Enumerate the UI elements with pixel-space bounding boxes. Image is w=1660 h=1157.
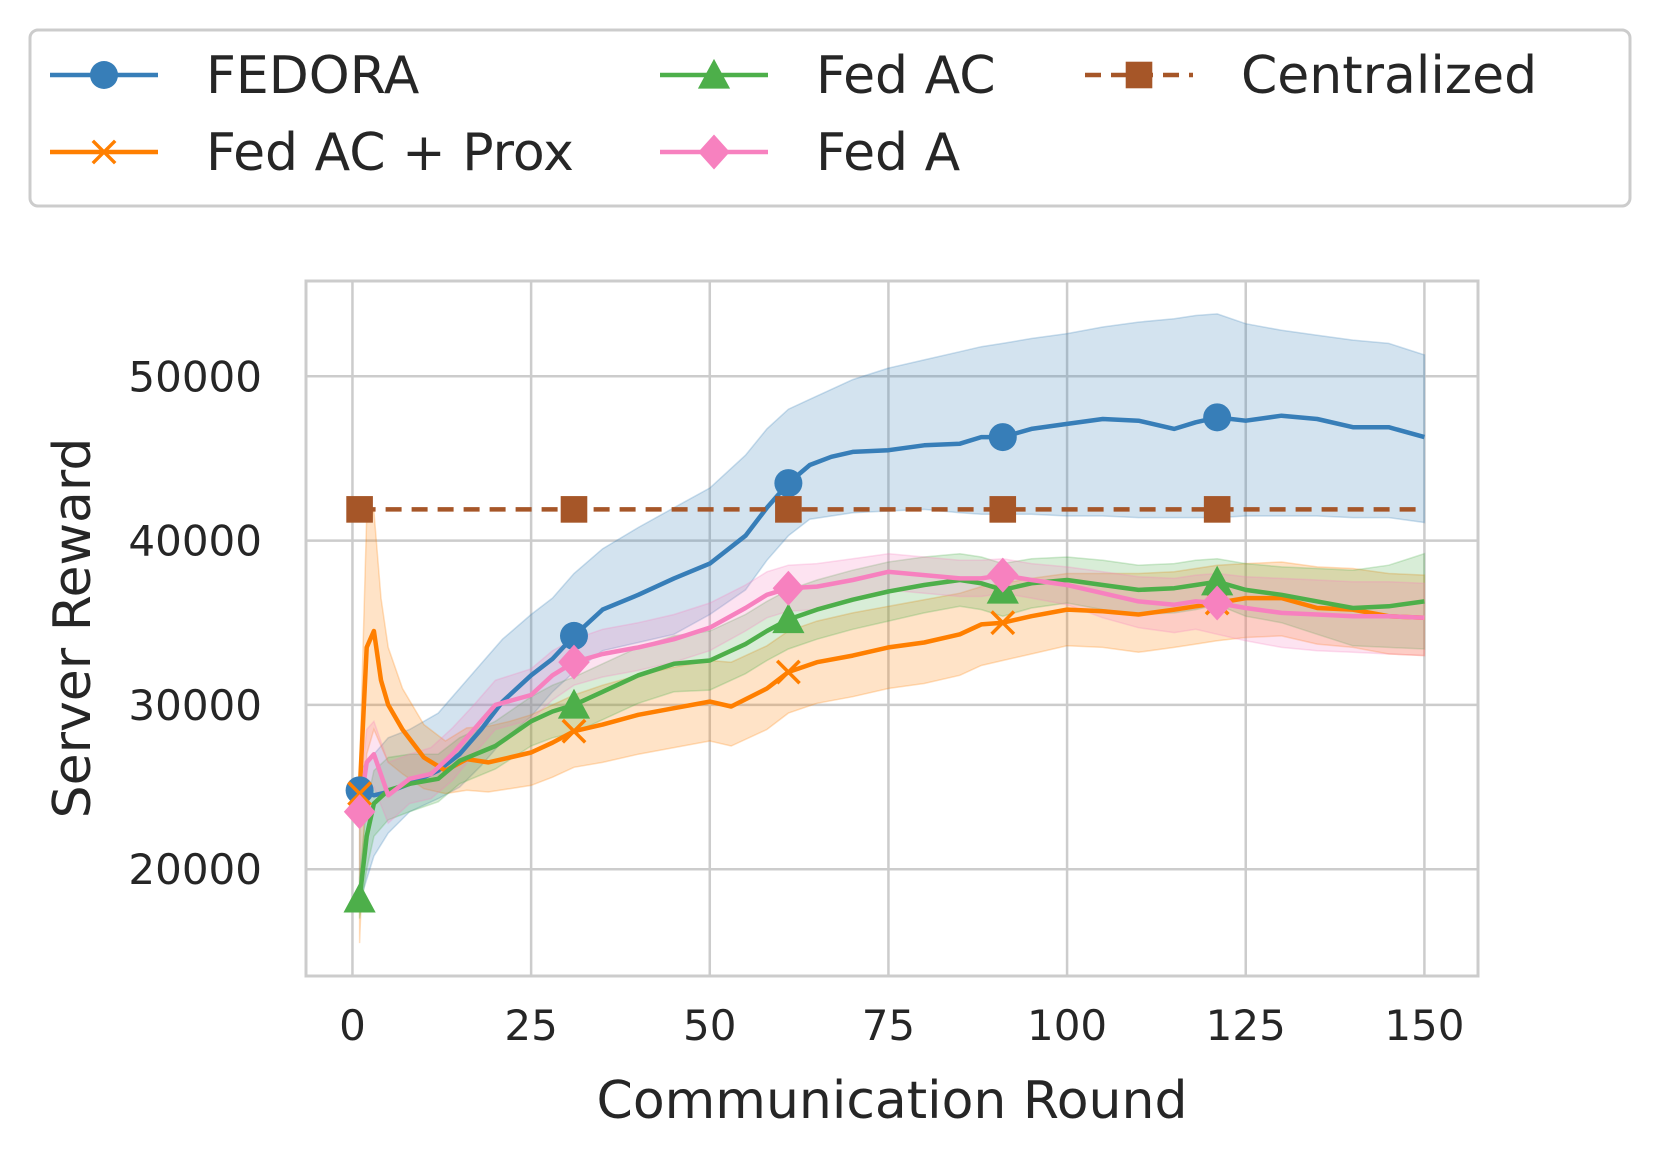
legend-item-fed-ac: Fed AC [660, 46, 996, 106]
x-axis-ticks: 0 25 50 75 100 125 150 [339, 1001, 1464, 1050]
marker-fedora [1203, 403, 1232, 432]
legend-frame [28, 28, 1632, 208]
plot-background [306, 281, 1478, 976]
x-tick-label: 0 [339, 1001, 366, 1050]
legend-marker-centralized [1125, 61, 1153, 89]
y-axis-title: Server Reward [43, 438, 103, 819]
y-tick-label: 50000 [128, 352, 262, 401]
legend-marker-fed-ac [697, 58, 731, 89]
marker-fed-ac-prox [775, 659, 801, 685]
legend-item-fed-ac-prox: Fed AC + Prox [50, 123, 574, 183]
series-markers [343, 403, 1234, 913]
legend-label: Fed A [816, 123, 961, 183]
legend-marker-fedora [90, 61, 118, 89]
legend-label: Fed AC + Prox [206, 123, 574, 183]
legend-item-fedora: FEDORA [50, 46, 420, 106]
legend-marker-fed-a [698, 134, 730, 170]
grid [306, 281, 1478, 976]
marker-fed-ac [1201, 565, 1234, 596]
plot-frame [304, 279, 1480, 978]
marker-fedora [988, 423, 1017, 452]
marker-fed-ac-prox [990, 610, 1016, 636]
x-tick-label: 25 [504, 1001, 557, 1050]
legend-marker-fed-ac-prox [91, 139, 117, 165]
marker-centralized [775, 496, 802, 523]
marker-fed-ac-prox [347, 781, 373, 807]
marker-centralized [1203, 496, 1231, 523]
plot-area [304, 279, 1480, 978]
marker-fedora [345, 776, 374, 805]
marker-fed-a [987, 557, 1019, 593]
x-tick-label: 100 [1027, 1001, 1107, 1050]
band-fed-a [358, 552, 1426, 829]
marker-fedora [559, 621, 588, 650]
marker-fedora [774, 469, 803, 498]
legend-label: FEDORA [206, 46, 420, 106]
marker-fed-a [1201, 585, 1233, 621]
y-tick-label: 30000 [128, 681, 262, 730]
y-tick-label: 20000 [128, 845, 262, 894]
marker-centralized [989, 496, 1017, 523]
marker-fed-a [558, 644, 590, 680]
x-tick-label: 125 [1206, 1001, 1286, 1050]
legend-item-centralized: Centralized [1085, 46, 1537, 106]
x-tick-label: 50 [683, 1001, 736, 1050]
legend-entries: FEDORA Fed AC + Prox Fed AC Fed A Centralize… [50, 46, 1537, 183]
band-fed-ac-prox [358, 509, 1426, 944]
legend-item-fed-a: Fed A [660, 123, 961, 183]
marker-fed-a [343, 794, 376, 830]
legend: FEDORA Fed AC + Prox Fed AC Fed A Centralize… [28, 28, 1632, 208]
marker-fed-ac-prox [561, 718, 587, 744]
marker-fed-a [772, 570, 805, 606]
marker-fed-ac [343, 882, 376, 913]
x-tick-label: 150 [1384, 1001, 1464, 1050]
marker-centralized [560, 496, 588, 523]
x-axis-title: Communication Round [597, 1071, 1188, 1131]
legend-label: Centralized [1241, 46, 1537, 106]
legend-label: Fed AC [816, 46, 996, 106]
y-axis-ticks: 20000 30000 40000 50000 [128, 352, 262, 894]
marker-fed-ac [557, 688, 591, 719]
y-tick-label: 40000 [128, 517, 262, 566]
x-tick-label: 75 [862, 1001, 915, 1050]
marker-fed-ac [772, 603, 805, 634]
marker-centralized [346, 496, 373, 523]
